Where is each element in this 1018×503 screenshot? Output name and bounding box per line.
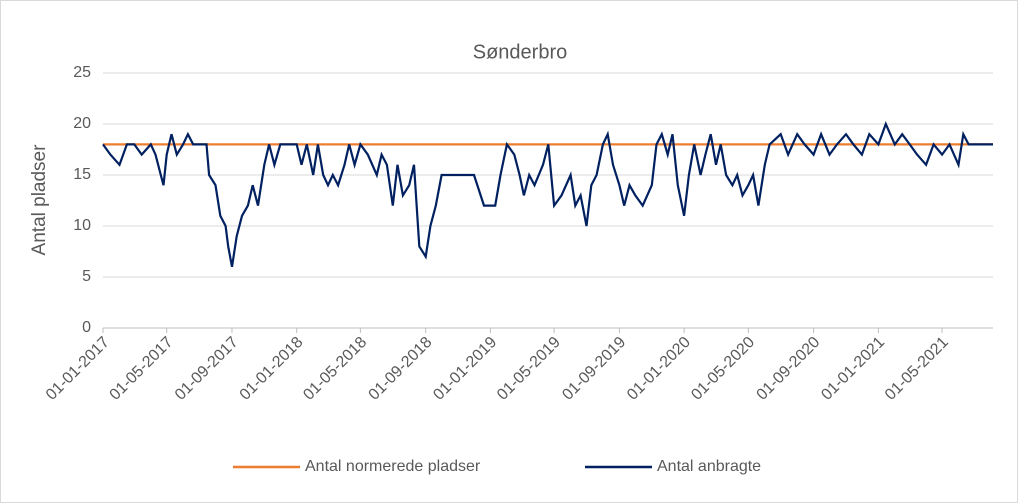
y-tick-label: 10 — [73, 217, 91, 234]
y-axis-label: Antal pladser — [29, 144, 50, 256]
y-tick-label: 20 — [73, 115, 91, 132]
chart-title: Sønderbro — [473, 41, 568, 63]
legend-label: Antal normerede pladser — [305, 458, 481, 475]
y-tick-label: 0 — [82, 319, 91, 336]
y-tick-label: 5 — [82, 268, 91, 285]
y-tick-label: 15 — [73, 166, 91, 183]
y-tick-label: 25 — [73, 64, 91, 81]
line-series — [102, 121, 993, 268]
legend-label: Antal anbragte — [657, 458, 761, 475]
